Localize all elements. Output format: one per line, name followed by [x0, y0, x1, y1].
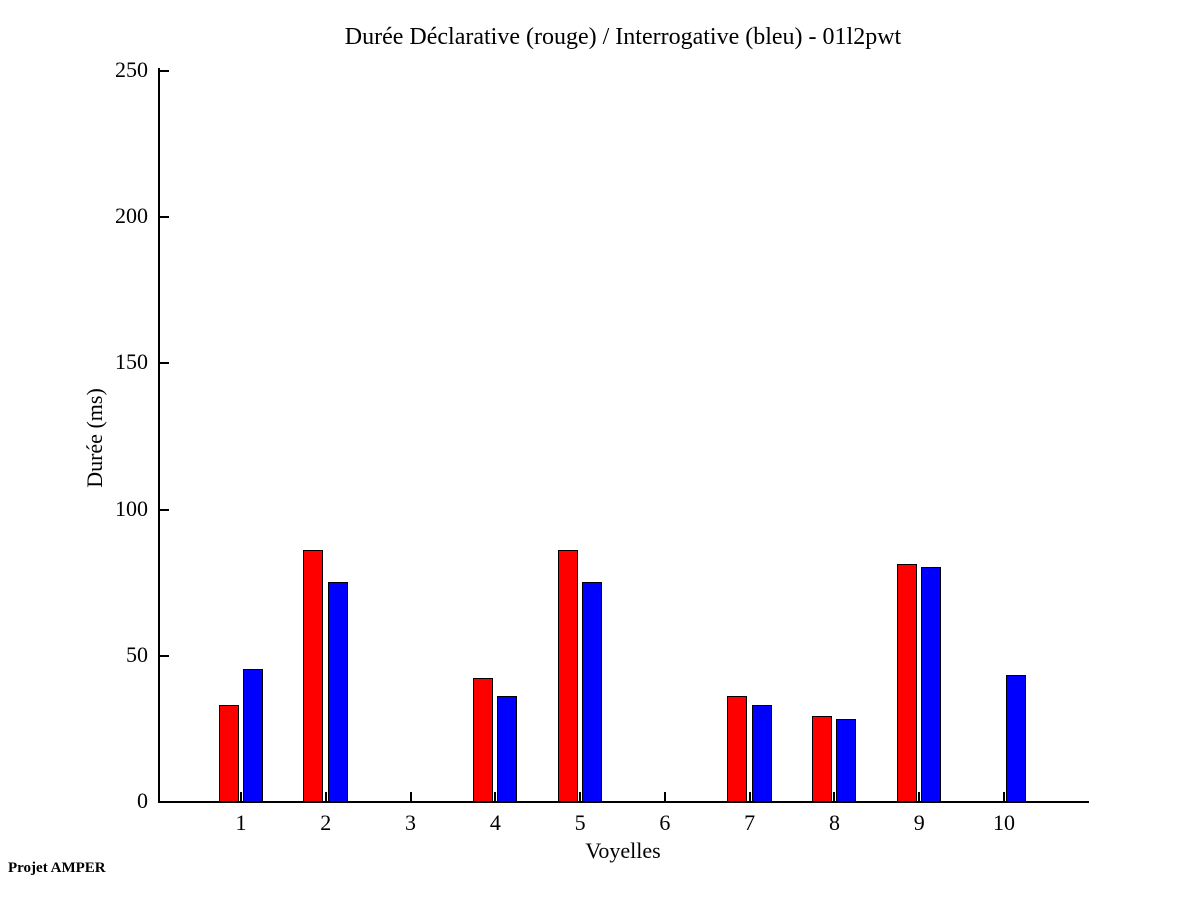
y-tick-label-150: 150	[115, 349, 148, 375]
x-tick-label-7: 7	[744, 810, 756, 835]
x-axis-label: Voyelles	[585, 838, 661, 863]
bar-interrogative-7	[751, 704, 772, 802]
y-tick-250	[160, 70, 169, 72]
y-tick-label-0: 0	[137, 788, 148, 813]
y-tick-label-100: 100	[115, 495, 148, 521]
bar-interrogative-5	[582, 581, 603, 802]
y-tick-100	[160, 508, 169, 511]
x-tick-label-5: 5	[574, 810, 586, 835]
bar-declarative-2	[303, 549, 324, 802]
bar-declarative-9	[896, 564, 917, 802]
x-tick-label-10: 10	[993, 810, 1016, 835]
x-tick-label-8: 8	[828, 810, 840, 835]
x-tick-4	[494, 792, 497, 801]
footer-text: Projet AMPER	[8, 860, 106, 876]
x-tick-3	[409, 792, 412, 801]
bar-interrogative-2	[327, 581, 348, 802]
bar-interrogative-1	[243, 669, 263, 802]
bar-declarative-1	[218, 704, 239, 802]
bar-interrogative-4	[497, 695, 518, 802]
x-tick-label-6: 6	[659, 810, 671, 835]
bar-interrogative-10	[1006, 675, 1027, 802]
y-tick-50	[160, 654, 169, 657]
bar-declarative-5	[557, 549, 578, 802]
y-tick-150	[160, 362, 169, 365]
x-tick-label-1: 1	[235, 810, 247, 835]
x-tick-1	[240, 792, 242, 801]
x-tick-6	[663, 792, 666, 801]
bar-declarative-4	[472, 678, 493, 802]
x-axis-line	[158, 801, 1089, 803]
x-tick-label-4: 4	[489, 810, 501, 835]
x-tick-label-9: 9	[913, 810, 925, 835]
bar-interrogative-9	[921, 567, 942, 802]
bar-declarative-7	[727, 695, 748, 802]
bar-declarative-8	[811, 716, 832, 802]
y-tick-label-250: 250	[115, 57, 148, 82]
chart-title: Durée Déclarative (rouge) / Interrogativ…	[344, 24, 902, 50]
x-tick-10	[1003, 792, 1006, 801]
x-tick-label-3: 3	[405, 810, 417, 835]
x-tick-2	[324, 792, 327, 801]
x-tick-8	[833, 792, 836, 801]
x-tick-label-2: 2	[320, 810, 332, 835]
bar-interrogative-8	[836, 719, 857, 802]
y-tick-0	[160, 801, 169, 803]
y-tick-label-50: 50	[126, 641, 148, 667]
x-tick-7	[748, 792, 751, 801]
y-tick-200	[160, 216, 169, 219]
x-tick-9	[918, 792, 921, 801]
x-tick-5	[579, 792, 582, 801]
y-axis-label: Durée (ms)	[82, 388, 107, 488]
y-axis-line	[158, 68, 160, 803]
y-tick-label-200: 200	[115, 203, 148, 229]
